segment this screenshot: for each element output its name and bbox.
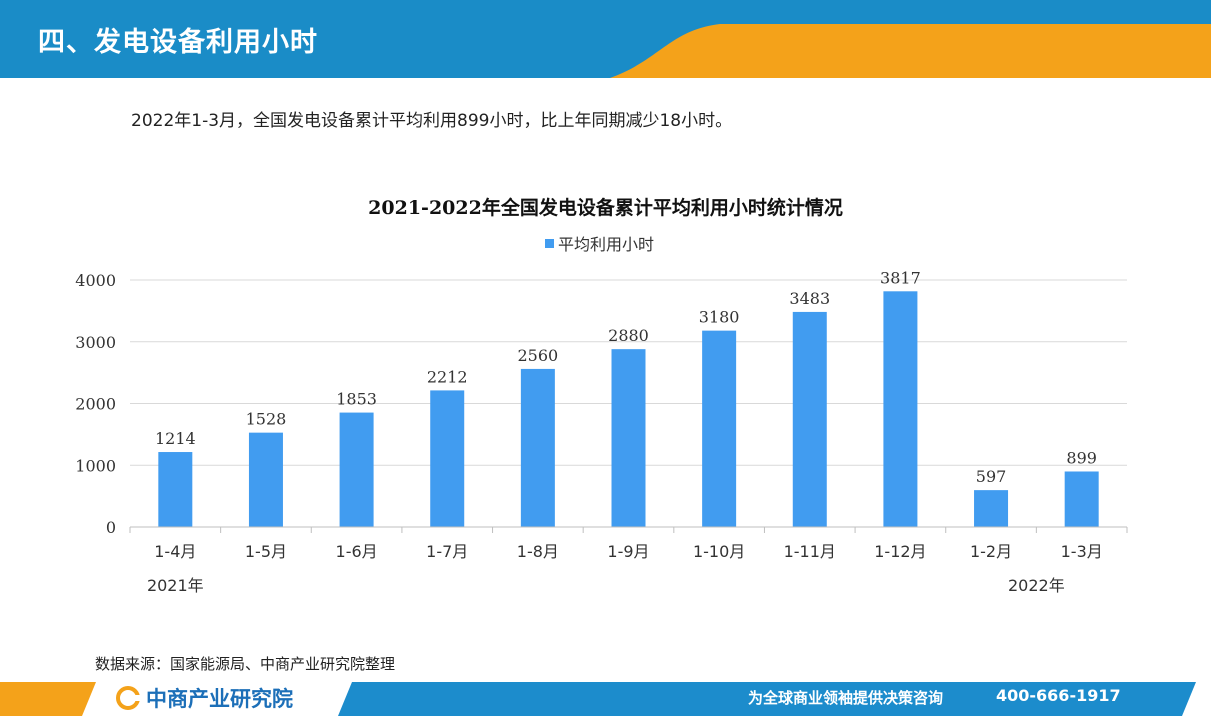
bar [158, 452, 193, 527]
x-tick-label: 1-4月 [154, 542, 196, 561]
footer-background [0, 682, 1196, 716]
bar [430, 390, 465, 527]
bar [702, 330, 737, 527]
brand-name: 中商产业研究院 [146, 687, 293, 711]
bar [974, 490, 1009, 527]
year-label: 2022年 [1008, 576, 1065, 595]
header-background [0, 0, 1211, 78]
footer-phone: 400-666-1917 [996, 686, 1121, 705]
data-label: 2212 [427, 367, 468, 386]
bar [520, 368, 555, 527]
data-label: 3483 [789, 289, 830, 308]
chart-title: 2021-2022年全国发电设备累计平均利用小时统计情况 [368, 197, 843, 219]
page-title: 四、发电设备利用小时 [38, 27, 318, 58]
y-tick-label: 4000 [75, 271, 116, 290]
data-label: 2880 [608, 326, 649, 345]
x-tick-label: 1-3月 [1061, 542, 1103, 561]
data-label: 1853 [336, 390, 377, 409]
bar [1064, 471, 1099, 527]
x-tick-label: 1-9月 [607, 542, 649, 561]
legend-label: 平均利用小时 [558, 235, 655, 254]
data-label: 2560 [518, 346, 559, 365]
y-tick-label: 3000 [75, 333, 116, 352]
data-label: 3817 [880, 268, 921, 287]
data-label: 3180 [699, 308, 740, 327]
brand-icon [116, 686, 140, 710]
bar [339, 412, 374, 527]
x-tick-label: 1-8月 [517, 542, 559, 561]
x-tick-label: 1-11月 [784, 542, 836, 561]
data-label: 1528 [246, 410, 287, 429]
bar [611, 349, 646, 527]
data-source-note: 数据来源：国家能源局、中商产业研究院整理 [95, 655, 396, 673]
y-tick-label: 1000 [75, 456, 116, 475]
x-tick-label: 1-10月 [693, 542, 745, 561]
y-tick-label: 0 [106, 518, 116, 537]
header-banner: 四、发电设备利用小时 [0, 0, 1211, 80]
data-label: 1214 [155, 429, 196, 448]
data-label: 899 [1066, 448, 1097, 467]
summary-text: 2022年1-3月，全国发电设备累计平均利用899小时，比上年同期减少18小时。 [131, 111, 733, 131]
bar [248, 432, 283, 527]
footer-slogan: 为全球商业领袖提供决策咨询 [748, 689, 944, 707]
x-tick-label: 1-2月 [970, 542, 1012, 561]
footer-banner: 中商产业研究院 为全球商业领袖提供决策咨询 400-666-1917 [0, 680, 1211, 716]
chart-legend: 平均利用小时 [545, 232, 654, 254]
y-tick-label: 2000 [75, 395, 116, 414]
x-tick-label: 1-7月 [426, 542, 468, 561]
bar [883, 291, 918, 527]
x-tick-label: 1-6月 [336, 542, 378, 561]
bar-chart: 0 1000 2000 3000 4000 1214 1528 1853 2212 2560 288… [75, 268, 1128, 595]
x-tick-label: 1-12月 [874, 542, 926, 561]
bar [792, 311, 827, 527]
x-tick-label: 1-5月 [245, 542, 287, 561]
data-label: 597 [976, 467, 1007, 486]
brand-logo: 中商产业研究院 [116, 683, 293, 713]
legend-swatch [545, 238, 554, 248]
year-label: 2021年 [147, 576, 204, 595]
